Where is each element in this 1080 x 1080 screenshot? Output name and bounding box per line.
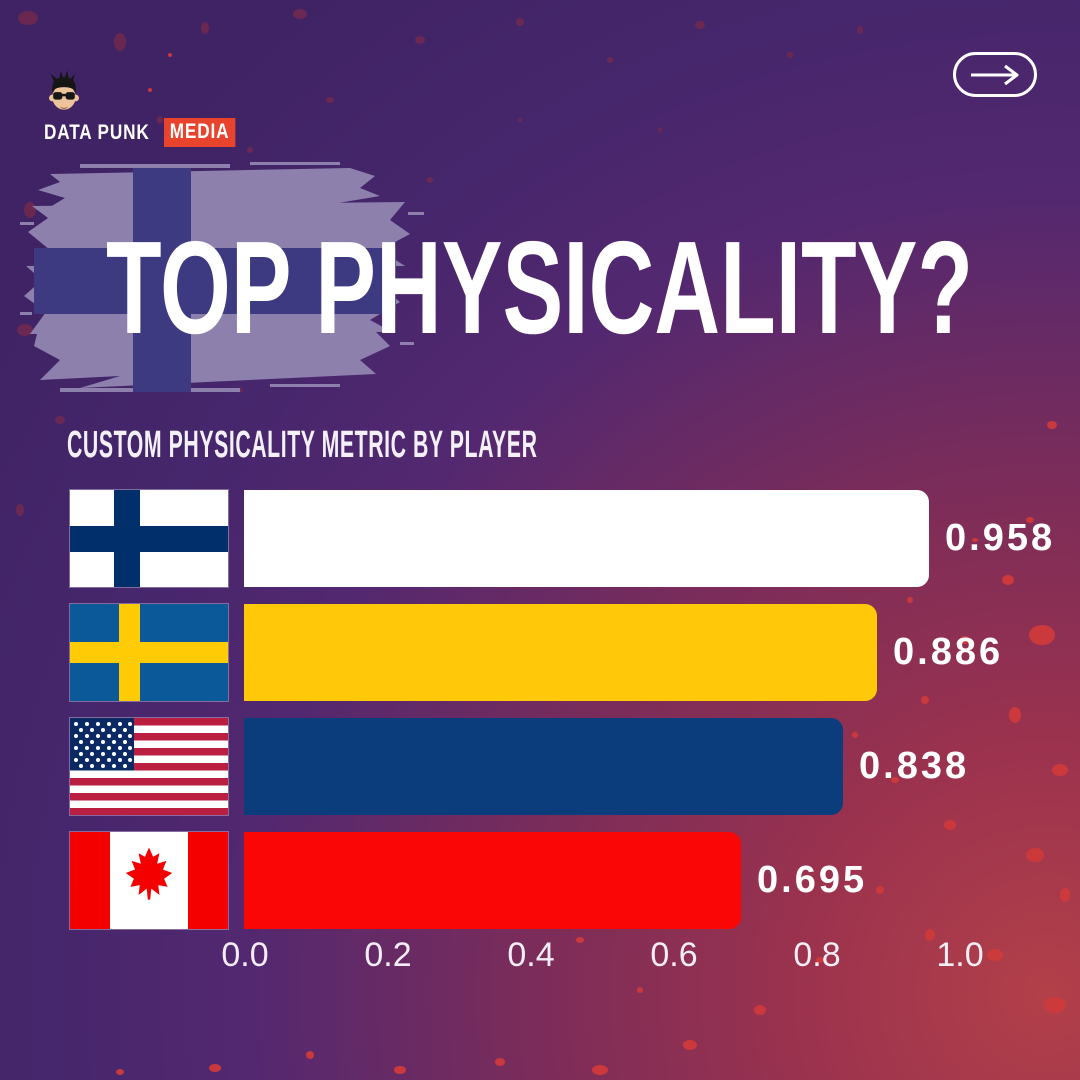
- bar-usa: [244, 718, 843, 815]
- bar-value-finland: 0.958: [945, 517, 1056, 559]
- canada-flag-icon: [70, 832, 228, 929]
- next-button[interactable]: [953, 52, 1037, 97]
- arrow-right-icon: [971, 64, 1019, 85]
- chart-subtitle: CUSTOM PHYSICALITY METRIC BY PLAYER: [67, 424, 538, 466]
- bar-value-sweden: 0.886: [893, 631, 1004, 673]
- x-tick-1: 0.2: [364, 936, 412, 974]
- chart-row-sweden: 0.886: [70, 604, 1003, 701]
- bar-value-canada: 0.695: [757, 859, 868, 901]
- logo-badge: MEDIA: [163, 118, 235, 147]
- x-tick-0: 0.0: [221, 936, 269, 974]
- finland-flag-icon: [70, 490, 228, 587]
- chart-row-canada: 0.695: [70, 832, 867, 929]
- logo-text: DATA PUNK: [44, 120, 150, 144]
- bar-sweden: [244, 604, 877, 701]
- usa-flag-icon: [70, 718, 228, 815]
- x-tick-5: 1.0: [936, 936, 984, 974]
- bar-value-usa: 0.838: [859, 745, 970, 787]
- x-tick-2: 0.4: [507, 936, 555, 974]
- x-tick-3: 0.6: [650, 936, 698, 974]
- bar-canada: [244, 832, 741, 929]
- x-tick-4: 0.8: [793, 936, 841, 974]
- bar-finland: [244, 490, 929, 587]
- chart-row-usa: 0.838: [70, 718, 969, 815]
- chart-row-finland: 0.958: [70, 490, 1055, 587]
- punk-head-icon: [49, 70, 79, 110]
- page-title: TOP PHYSICALITY?: [106, 214, 974, 361]
- sweden-flag-icon: [70, 604, 228, 701]
